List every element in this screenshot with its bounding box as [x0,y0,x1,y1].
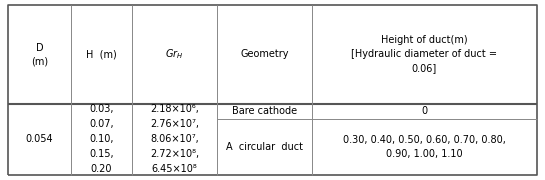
Text: 0.03,
0.07,
0.10,
0.15,
0.20: 0.03, 0.07, 0.10, 0.15, 0.20 [89,104,114,174]
Text: 0.054: 0.054 [26,134,53,144]
Text: A  circular  duct: A circular duct [226,142,303,152]
Text: Bare cathode: Bare cathode [232,106,297,116]
Text: Geometry: Geometry [240,50,289,59]
Text: 0.30, 0.40, 0.50, 0.60, 0.70, 0.80,
0.90, 1.00, 1.10: 0.30, 0.40, 0.50, 0.60, 0.70, 0.80, 0.90… [343,135,506,159]
Text: 2.18×10⁶,
2.76×10⁷,
8.06×10⁷,
2.72×10⁸,
6.45×10⁸: 2.18×10⁶, 2.76×10⁷, 8.06×10⁷, 2.72×10⁸, … [150,104,199,174]
Text: D
(m): D (m) [31,43,48,66]
Text: $Gr_H$: $Gr_H$ [166,48,184,61]
Text: Height of duct(m)
[Hydraulic diameter of duct =
0.06]: Height of duct(m) [Hydraulic diameter of… [352,35,498,73]
Text: 0: 0 [421,106,427,116]
Text: H  (m): H (m) [86,50,117,59]
